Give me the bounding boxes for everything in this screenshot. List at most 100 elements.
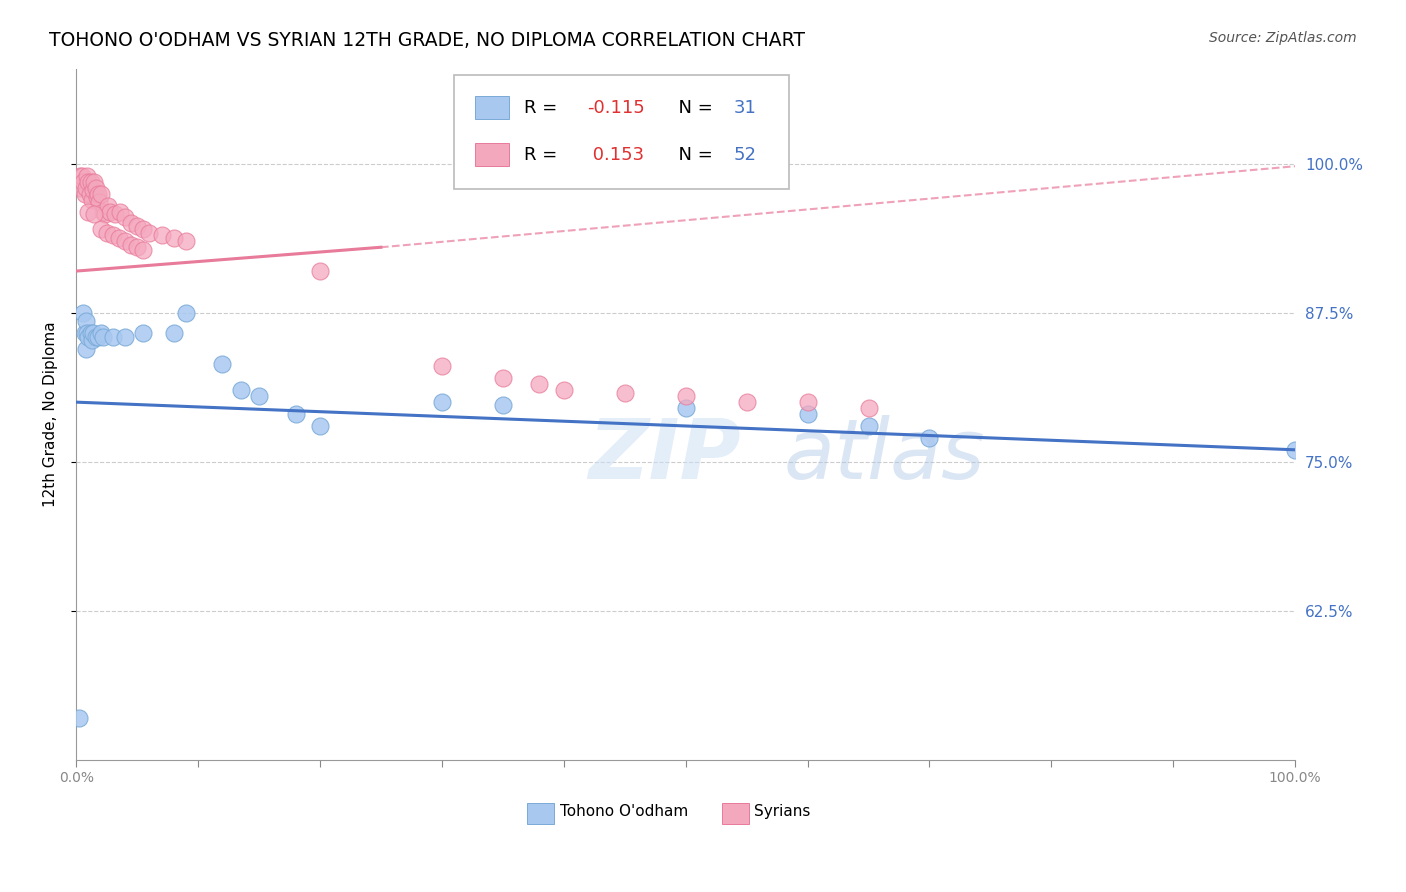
Point	[80, 326, 103, 340]
Point	[90, 186, 112, 201]
Point	[918, 431, 941, 445]
Point	[72, 169, 94, 183]
Point	[75, 342, 97, 356]
Point	[120, 216, 142, 230]
Text: 52: 52	[733, 146, 756, 164]
Point	[675, 401, 697, 416]
Point	[858, 401, 880, 416]
Y-axis label: 12th Grade, No Diploma: 12th Grade, No Diploma	[44, 321, 58, 507]
Point	[114, 235, 136, 249]
Point	[87, 329, 110, 343]
Point	[84, 180, 107, 194]
Point	[127, 219, 149, 233]
Point	[229, 383, 252, 397]
Point	[247, 389, 270, 403]
Point	[77, 175, 100, 189]
Point	[82, 326, 104, 340]
Point	[613, 385, 636, 400]
Text: Source: ZipAtlas.com: Source: ZipAtlas.com	[1209, 31, 1357, 45]
Text: atlas: atlas	[783, 415, 984, 496]
Point	[83, 175, 105, 189]
Point	[132, 222, 155, 236]
Point	[735, 395, 758, 409]
Point	[75, 314, 97, 328]
Text: ZIP: ZIP	[588, 415, 741, 496]
Point	[174, 235, 197, 249]
Point	[796, 395, 818, 409]
Point	[309, 419, 332, 434]
Point	[96, 226, 118, 240]
Point	[858, 419, 880, 434]
FancyBboxPatch shape	[475, 143, 509, 166]
Text: 0.153: 0.153	[586, 146, 644, 164]
Point	[76, 326, 98, 340]
Point	[138, 226, 160, 240]
Point	[98, 204, 121, 219]
Point	[72, 175, 94, 189]
Point	[108, 230, 131, 244]
Point	[90, 222, 112, 236]
FancyBboxPatch shape	[454, 76, 789, 189]
Point	[75, 180, 97, 194]
Point	[163, 326, 186, 340]
Point	[120, 238, 142, 252]
Point	[97, 198, 120, 212]
Point	[553, 383, 575, 397]
Point	[77, 204, 100, 219]
Point	[80, 333, 103, 347]
Point	[284, 407, 307, 421]
Text: -0.115: -0.115	[586, 99, 645, 117]
Point	[163, 230, 186, 244]
Point	[104, 207, 127, 221]
FancyBboxPatch shape	[527, 803, 554, 824]
Text: Syrians: Syrians	[754, 804, 810, 819]
Point	[796, 407, 818, 421]
Text: R =: R =	[523, 146, 562, 164]
Point	[84, 329, 107, 343]
Text: 31: 31	[733, 99, 756, 117]
Point	[1284, 442, 1306, 457]
Point	[79, 186, 101, 201]
Point	[132, 243, 155, 257]
Point	[127, 240, 149, 254]
Point	[80, 193, 103, 207]
Text: N =: N =	[668, 146, 718, 164]
Point	[82, 183, 104, 197]
Point	[211, 357, 233, 371]
Point	[76, 169, 98, 183]
Point	[87, 186, 110, 201]
Point	[70, 180, 93, 194]
Point	[69, 169, 91, 183]
Point	[529, 377, 551, 392]
Point	[80, 175, 103, 189]
Point	[108, 204, 131, 219]
Point	[430, 395, 453, 409]
Point	[114, 211, 136, 225]
Point	[91, 204, 114, 219]
Point	[675, 389, 697, 403]
Point	[132, 326, 155, 340]
Point	[492, 398, 515, 412]
Text: N =: N =	[668, 99, 718, 117]
Point	[91, 329, 114, 343]
Text: Tohono O'odham: Tohono O'odham	[560, 804, 689, 819]
FancyBboxPatch shape	[723, 803, 749, 824]
Point	[101, 228, 124, 243]
Point	[150, 228, 173, 243]
Point	[86, 190, 108, 204]
Point	[94, 207, 117, 221]
Point	[73, 326, 96, 340]
Point	[309, 264, 332, 278]
Point	[90, 326, 112, 340]
Text: TOHONO O'ODHAM VS SYRIAN 12TH GRADE, NO DIPLOMA CORRELATION CHART: TOHONO O'ODHAM VS SYRIAN 12TH GRADE, NO …	[49, 31, 806, 50]
Point	[89, 194, 111, 209]
Point	[67, 711, 90, 725]
Point	[430, 359, 453, 374]
Point	[72, 306, 94, 320]
Point	[77, 329, 100, 343]
Point	[492, 371, 515, 385]
Point	[73, 186, 96, 201]
FancyBboxPatch shape	[475, 95, 509, 119]
Text: R =: R =	[523, 99, 562, 117]
Point	[174, 306, 197, 320]
